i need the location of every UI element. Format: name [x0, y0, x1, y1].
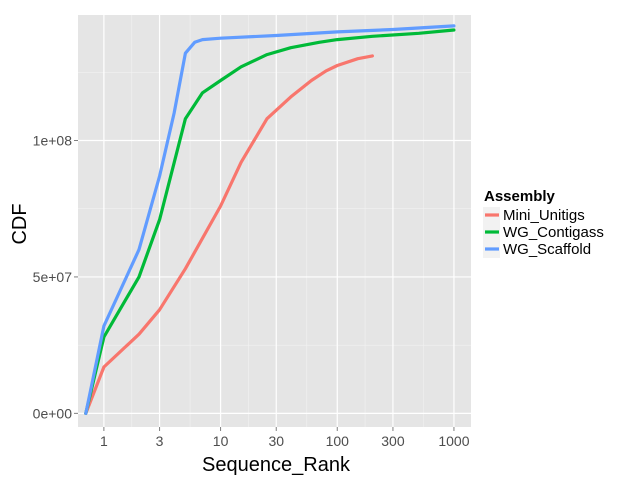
legend-label: WG_Scaffold	[503, 241, 591, 258]
x-axis-ticks: 1 3 10 30 100 300 1000	[100, 427, 470, 449]
series-line-wg-scaffold	[84, 24, 456, 415]
major-grid	[78, 15, 471, 427]
y-axis-title: CDF	[9, 203, 31, 244]
x-tick-label: 10	[213, 433, 229, 449]
legend-title: Assembly	[484, 188, 556, 205]
legend: Assembly Mini_UnitigsWG_ContigassWG_Scaf…	[483, 188, 604, 258]
x-tick-label: 1000	[438, 433, 469, 449]
x-tick-label: 3	[156, 433, 164, 449]
x-tick-label: 1	[100, 433, 108, 449]
x-axis-title: Sequence_Rank	[202, 454, 351, 476]
x-tick-label: 300	[381, 433, 405, 449]
series-line-wg-contigass	[84, 28, 456, 415]
y-axis-ticks: 0e+00 5e+07 1e+08	[33, 133, 78, 421]
series-line-mini-unitigs	[84, 54, 374, 415]
plot-panel	[78, 15, 471, 427]
series-lines	[84, 24, 456, 415]
y-tick-label: 1e+08	[33, 133, 73, 149]
legend-label: Mini_Unitigs	[503, 207, 585, 224]
x-tick-label: 30	[268, 433, 284, 449]
x-tick-label: 100	[326, 433, 350, 449]
legend-label: WG_Contigass	[503, 224, 604, 241]
y-tick-label: 0e+00	[33, 405, 73, 421]
y-tick-label: 5e+07	[33, 269, 73, 285]
